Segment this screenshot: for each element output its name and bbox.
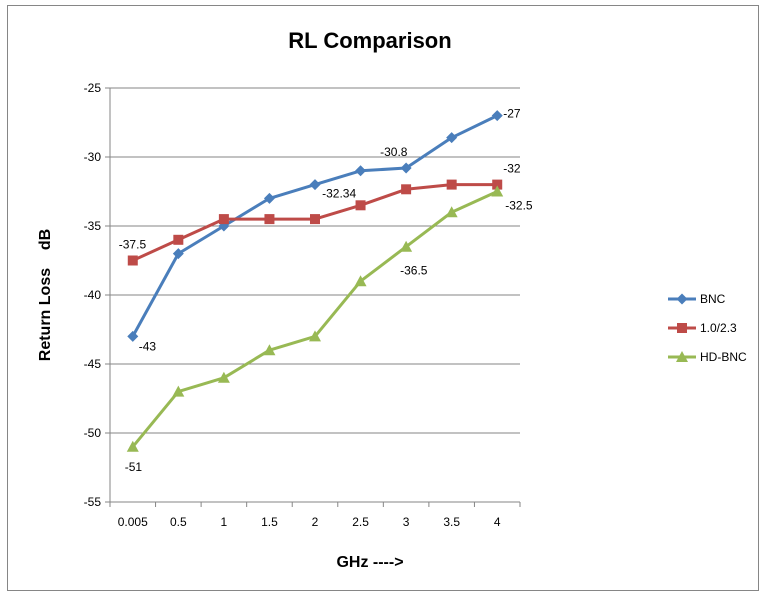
chart-area [7,5,759,591]
x-tick-label: 1 [221,515,228,529]
series-bnc-point [491,110,503,122]
series-bnc-point [263,192,275,204]
series-hd-bnc-point [309,330,321,342]
legend-bnc-label: BNC [700,292,726,306]
series-1-0-2-3-data-label: -32 [503,162,521,176]
series-1-0-2-3-point [264,214,275,225]
x-tick-label: 0.005 [118,515,148,529]
legend-1-0-2-3-marker [677,323,687,333]
y-tick-label: -35 [84,219,102,233]
y-tick-label: -55 [84,495,102,509]
series-1-0-2-3-point [401,184,412,195]
series-hd-bnc-data-label: -32.5 [505,199,533,213]
series-1-0-2-3-point [310,214,320,225]
series-bnc-data-label: -30.8 [380,145,408,159]
series-bnc-point [446,132,458,144]
series-hd-bnc-point [445,206,458,218]
y-tick-label: -40 [84,288,102,302]
legend-hd-bnc-label: HD-BNC [700,350,747,364]
series-bnc-point [127,330,139,342]
series-hd-bnc-line [131,190,498,448]
series-1-0-2-3-point [446,179,457,190]
x-tick-label: 1.5 [261,515,278,529]
series-hd-bnc-point [263,344,276,356]
x-tick-label: 0.5 [170,515,187,529]
x-tick-label: 3.5 [443,515,460,529]
x-tick-label: 3 [403,515,410,529]
series-bnc-point [309,179,321,191]
x-tick-label: 4 [494,515,501,529]
legend-hd-bnc-marker [676,351,688,362]
y-tick-label: -45 [84,357,102,371]
series-1-0-2-3-data-label: -37.5 [119,238,147,252]
series-hd-bnc-point [172,385,185,397]
series-1-0-2-3-point [127,255,138,266]
series-bnc-data-label: -43 [139,339,157,353]
series-hd-bnc-point [217,371,230,383]
series-1-0-2-3-point [173,234,184,245]
series-hd-bnc-data-label: -36.5 [400,264,428,278]
series-hd-bnc-point [354,275,367,287]
y-tick-label: -50 [84,426,102,440]
series-bnc-point [400,162,412,174]
y-tick-label: -25 [84,81,102,95]
legend-1-0-2-3-label: 1.0/2.3 [700,321,737,335]
series-1-0-2-3-point [218,214,229,225]
y-axis-label: Return Loss dB [37,229,54,361]
series-bnc-point [355,165,367,177]
series-hd-bnc-point [126,440,139,452]
x-tick-label: 2.5 [352,515,369,529]
x-axis-label: GHz ----> [336,554,403,571]
legend-bnc-marker [676,293,688,305]
series-1-0-2-3-point [355,200,366,211]
chart-title: RL Comparison [288,28,451,53]
series-hd-bnc-point [491,185,504,197]
series-1-0-2-3-data-label: -32.34 [322,186,356,200]
x-tick-label: 2 [312,515,319,529]
series-bnc-point [172,248,184,260]
series-bnc-data-label: -27 [503,107,521,121]
series-1-0-2-3-point [492,179,503,190]
y-tick-label: -30 [84,150,102,164]
series-hd-bnc-point [400,240,413,252]
series-hd-bnc-data-label: -51 [125,460,143,474]
